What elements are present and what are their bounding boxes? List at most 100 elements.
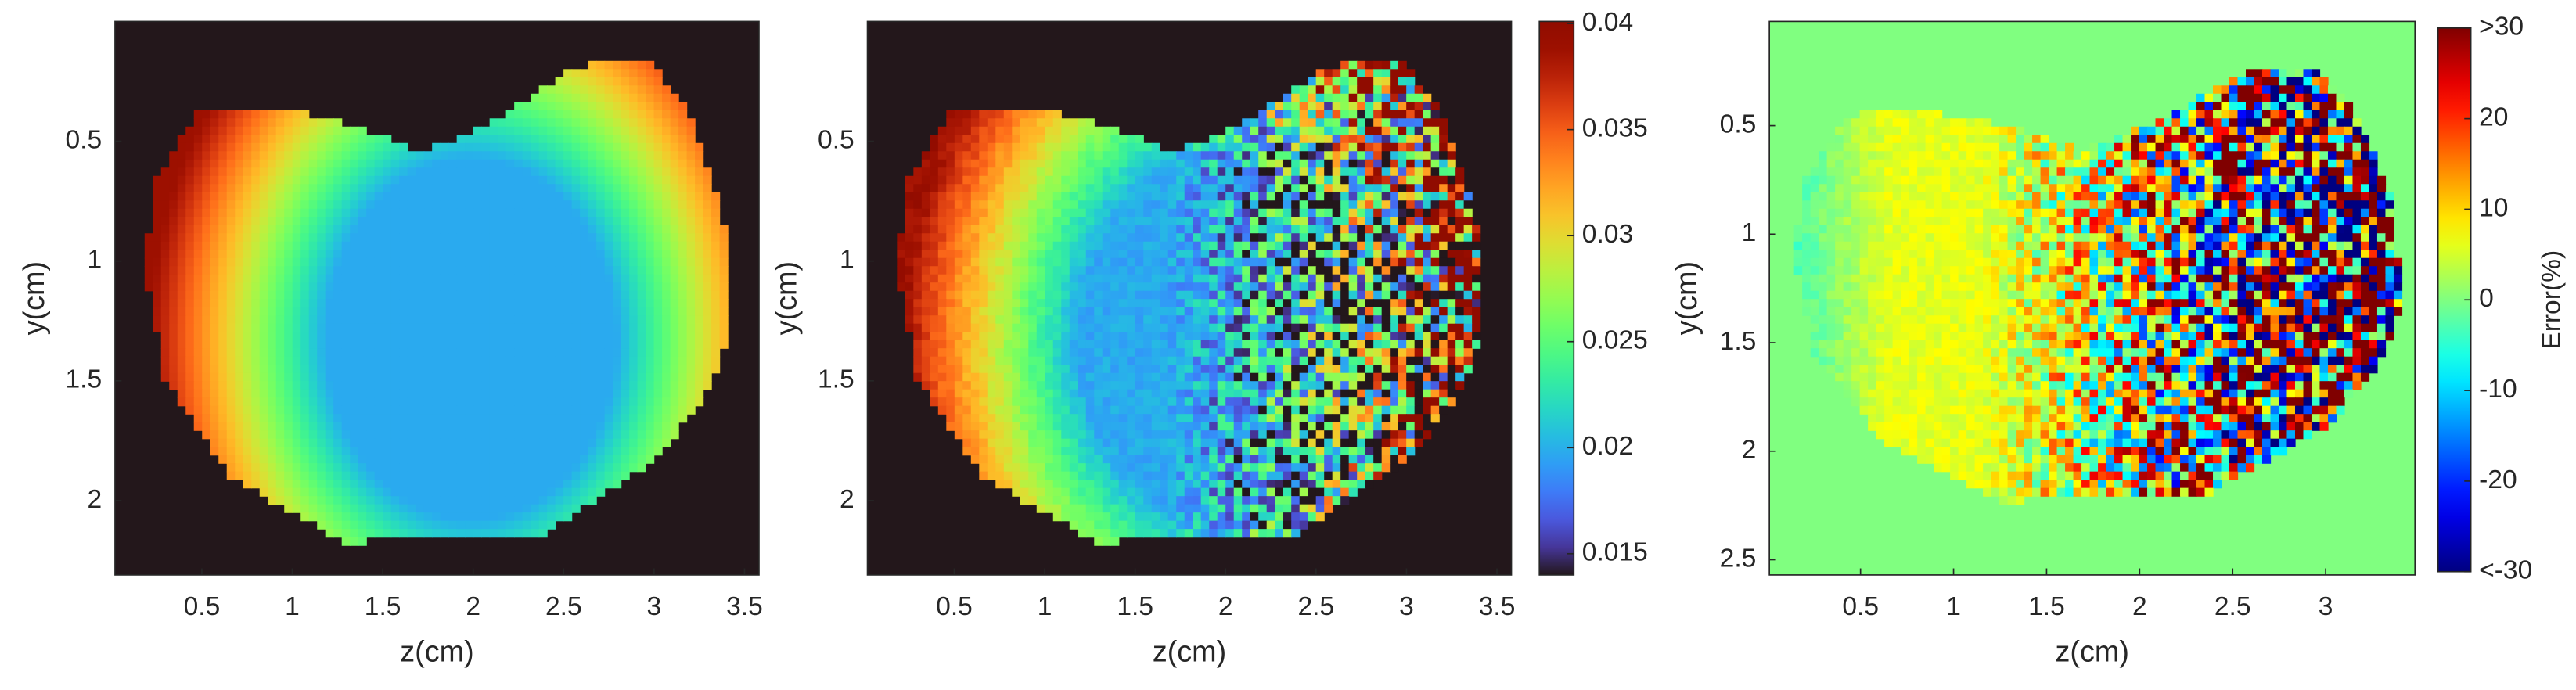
heatmap-cell <box>670 282 679 292</box>
heatmap-cell <box>498 463 507 473</box>
heatmap-cell <box>678 414 688 423</box>
heatmap-cell <box>547 504 556 513</box>
heatmap-cell <box>300 167 310 177</box>
heatmap-cell <box>1398 69 1407 78</box>
heatmap-cell <box>399 192 408 201</box>
heatmap-cell <box>416 225 425 234</box>
heatmap-cell <box>1332 257 1341 267</box>
heatmap-cell <box>235 159 244 168</box>
heatmap-cell <box>921 151 930 160</box>
heatmap-cell <box>498 118 507 128</box>
heatmap-cell <box>580 430 589 440</box>
heatmap-cell <box>251 274 261 283</box>
heatmap-cell <box>1020 200 1029 210</box>
heatmap-cell <box>662 274 671 283</box>
heatmap-cell <box>646 102 655 111</box>
heatmap-cell <box>1094 184 1103 193</box>
heatmap-cell <box>432 356 441 365</box>
heatmap-cell <box>177 315 186 325</box>
heatmap-cell <box>218 257 228 267</box>
heatmap-cell <box>1414 299 1423 308</box>
heatmap-cell <box>653 241 663 250</box>
heatmap-cell <box>621 274 630 283</box>
heatmap-cell <box>268 397 277 407</box>
heatmap-cell <box>505 315 515 325</box>
heatmap-cell <box>678 365 688 374</box>
heatmap-cell <box>275 274 285 283</box>
heatmap-cell <box>1242 282 1251 292</box>
heatmap-cell <box>678 315 688 325</box>
heatmap-cell <box>1225 142 1235 152</box>
heatmap-cell <box>637 372 646 382</box>
heatmap-cell <box>243 372 252 382</box>
heatmap-cell <box>160 282 170 292</box>
heatmap-cell <box>440 414 449 423</box>
heatmap-cell <box>1110 250 1120 259</box>
heatmap-cell <box>596 200 606 210</box>
heatmap-cell <box>1357 184 1366 193</box>
heatmap-cell <box>341 126 351 135</box>
heatmap-cell <box>498 266 507 275</box>
heatmap-cell <box>1430 110 1440 119</box>
heatmap-cell <box>1357 282 1366 292</box>
heatmap-cell <box>1463 274 1473 283</box>
heatmap-cell <box>1110 282 1120 292</box>
heatmap-cell <box>695 151 704 160</box>
heatmap-cell <box>695 208 704 217</box>
heatmap-cell <box>970 250 980 259</box>
heatmap-cell <box>481 422 491 431</box>
heatmap-cell <box>596 430 606 440</box>
heatmap-cell <box>505 282 515 292</box>
heatmap-cell <box>596 447 606 456</box>
heatmap-cell <box>275 340 285 349</box>
heatmap-cell <box>1176 282 1185 292</box>
heatmap-cell <box>1315 184 1325 193</box>
heatmap-cell <box>1365 274 1374 283</box>
heatmap-cell <box>226 241 236 250</box>
heatmap-cell <box>1176 225 1185 234</box>
heatmap-cell <box>407 315 416 325</box>
heatmap-cell <box>505 405 515 415</box>
heatmap-cell <box>695 250 704 259</box>
heatmap-cell <box>1151 290 1160 300</box>
heatmap-cell <box>1045 307 1054 316</box>
heatmap-cell <box>613 315 622 325</box>
heatmap-cell <box>1283 175 1292 185</box>
heatmap-cell <box>1085 192 1095 201</box>
heatmap-cell <box>563 208 573 217</box>
heatmap-cell <box>1242 159 1251 168</box>
heatmap-cell <box>456 422 466 431</box>
heatmap-cell <box>235 110 244 119</box>
heatmap-cell <box>416 455 425 464</box>
heatmap-cell <box>547 397 556 407</box>
heatmap-cell <box>653 69 663 78</box>
heatmap-cell <box>514 118 523 128</box>
heatmap-cell <box>325 225 334 234</box>
heatmap-cell <box>1258 110 1268 119</box>
heatmap-cell <box>629 126 639 135</box>
heatmap-cell <box>284 480 293 489</box>
heatmap-cell <box>695 381 704 390</box>
heatmap-cell <box>522 299 531 308</box>
heatmap-cell <box>292 504 301 513</box>
heatmap-cell <box>1225 274 1235 283</box>
heatmap-cell <box>1250 299 1259 308</box>
heatmap-cell <box>1003 135 1013 144</box>
heatmap-cell <box>1052 217 1062 226</box>
heatmap-cell <box>202 151 211 160</box>
heatmap-cell <box>1143 192 1153 201</box>
heatmap-cell <box>646 290 655 300</box>
heatmap-cell <box>995 126 1005 135</box>
heatmap-cell <box>308 389 318 398</box>
heatmap-cell <box>374 480 383 489</box>
heatmap-cell <box>588 332 597 341</box>
heatmap-cell <box>1266 184 1275 193</box>
heatmap-cell <box>374 250 383 259</box>
heatmap-cell <box>1332 175 1341 185</box>
heatmap-cell <box>374 257 383 267</box>
heatmap-cell <box>292 471 301 480</box>
heatmap-cell <box>1250 135 1259 144</box>
heatmap-cell <box>580 365 589 374</box>
heatmap-cell <box>653 85 663 95</box>
heatmap-cell <box>646 299 655 308</box>
